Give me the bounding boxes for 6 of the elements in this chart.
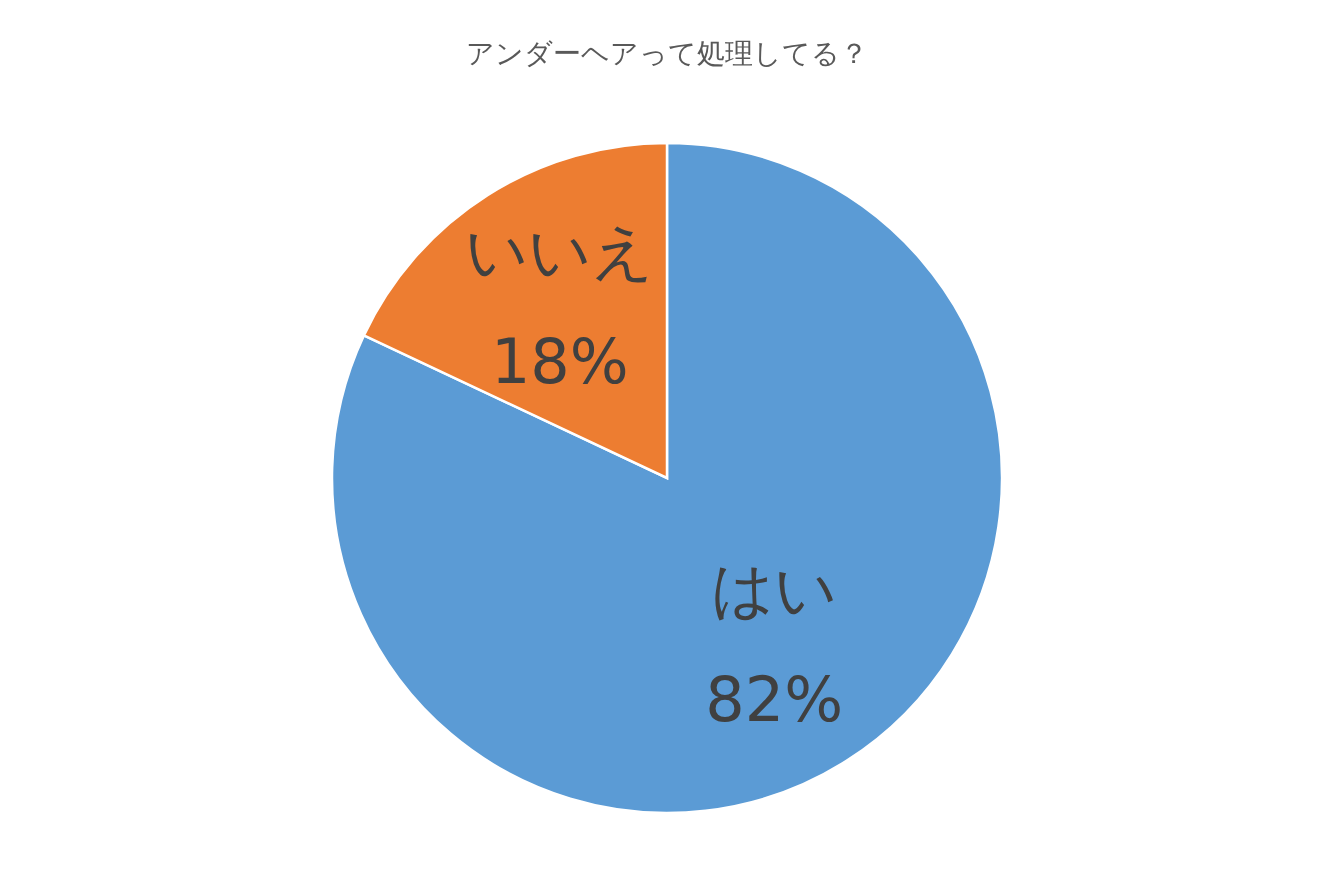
data-label: 18% <box>490 325 629 399</box>
slice-label: はい <box>711 552 838 626</box>
data-label: 82% <box>705 662 844 736</box>
slice-label: いいえ <box>465 215 655 289</box>
pie-slice <box>331 141 1004 814</box>
chart-title: アンダーヘアって処理してる？ <box>466 37 868 70</box>
